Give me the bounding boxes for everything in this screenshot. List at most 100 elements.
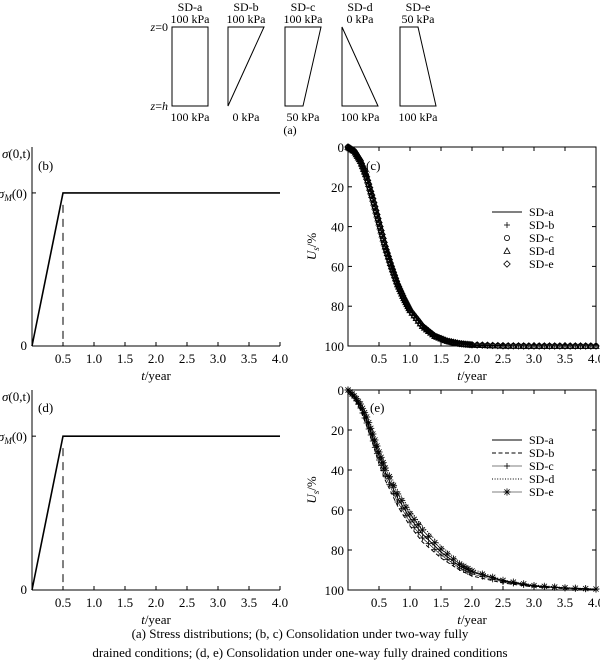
x-tick-label: 3.0 [210, 351, 226, 366]
legend-item-sd-b: SD-b [492, 446, 554, 460]
data-point [391, 274, 400, 283]
panel-tag: (e) [370, 400, 384, 415]
x-tick-label: 2.5 [179, 595, 195, 610]
data-point [389, 268, 398, 277]
data-point [381, 242, 389, 251]
y-axis-title: σ(0,t) [2, 146, 30, 161]
data-point [468, 341, 476, 349]
data-point [483, 341, 492, 350]
x-tick-label: 2.0 [148, 595, 164, 610]
data-point [414, 317, 423, 325]
legend-marker [504, 222, 510, 228]
shape-bottom-value: 100 kPa [399, 110, 439, 124]
data-point [382, 473, 389, 479]
x-tick-label: 3.5 [241, 595, 257, 610]
y-tick-label: 0 [338, 383, 345, 398]
data-point [383, 249, 392, 257]
data-point [494, 341, 502, 350]
data-point [392, 277, 401, 286]
y-tick-label: 80 [331, 543, 344, 558]
x-tick-label: 2.5 [495, 595, 511, 610]
data-point [390, 490, 397, 497]
x-tick-label: 0.5 [371, 351, 387, 366]
data-point [466, 340, 474, 349]
data-point [362, 173, 371, 181]
data-point [556, 342, 564, 350]
data-point [545, 342, 554, 350]
data-point [581, 342, 590, 350]
data-point [365, 184, 374, 192]
x-tick-label: 3.5 [557, 595, 573, 610]
x-axis-title: t/year [141, 368, 171, 383]
depth-bottom-label: z=h [150, 99, 168, 113]
data-point [351, 148, 359, 157]
x-axis-title: t/year [141, 612, 171, 627]
data-point [437, 545, 445, 553]
data-point [410, 515, 418, 523]
y-tick-label: 60 [331, 259, 344, 274]
plot-frame [347, 389, 597, 591]
legend-item-sd-c: SD-c [492, 459, 554, 473]
data-point [367, 424, 375, 432]
shape-bottom-value: 100 kPa [171, 110, 211, 124]
legend: SD-aSD-bSD-cSD-dSD-e [492, 205, 554, 271]
legend-label: SD-d [529, 472, 554, 486]
data-point [377, 453, 385, 461]
stress-shape-outline [227, 26, 265, 107]
data-point [587, 342, 595, 350]
data-point [377, 226, 385, 235]
shape-top-value: 100 kPa [227, 12, 267, 26]
data-point [370, 198, 378, 207]
x-tick-label: 1.0 [402, 351, 418, 366]
data-point [550, 342, 559, 350]
figure-caption-line-2: drained conditions; (d, e) Consolidation… [92, 645, 508, 660]
x-axis-title: t/year [457, 368, 487, 383]
panel-tag: (c) [366, 158, 380, 173]
shape-top-value: 50 kPa [402, 12, 436, 26]
y-tick-label: 20 [331, 423, 344, 438]
stress-shape-outline [341, 26, 379, 107]
stress-shape-outline [399, 26, 437, 107]
shape-top-value: 100 kPa [171, 12, 211, 26]
data-point [381, 464, 389, 472]
data-point [386, 259, 395, 267]
data-point [373, 442, 381, 450]
stress-history-line [31, 435, 280, 591]
series-sd-d [347, 389, 597, 590]
y-tick-label-sigma-m: σM(0) [0, 429, 27, 446]
x-tick-label: 1.5 [433, 595, 449, 610]
data-point [350, 147, 358, 155]
data-point [405, 304, 413, 312]
data-point [540, 342, 549, 350]
data-point [354, 153, 363, 162]
data-point [520, 580, 528, 588]
y-tick-label-zero: 0 [21, 338, 28, 353]
data-point [456, 560, 464, 568]
shape-bottom-value: 0 kPa [233, 110, 261, 124]
legend-label: SD-e [529, 257, 554, 271]
legend-marker [503, 234, 510, 241]
data-point [386, 481, 393, 488]
x-tick-label: 0.5 [371, 595, 387, 610]
legend-label: SD-a [529, 205, 554, 219]
legend-item-sd-e: SD-e [503, 257, 554, 271]
data-point [504, 342, 512, 350]
series-sd-a [347, 389, 597, 590]
data-point [566, 342, 574, 350]
data-point [439, 335, 447, 344]
data-point [561, 342, 569, 350]
shape-bottom-value: 50 kPa [287, 110, 321, 124]
data-point [530, 582, 538, 590]
data-point [384, 252, 393, 261]
shape-name: SD-a [178, 0, 203, 14]
x-tick-label: 1.5 [117, 351, 133, 366]
y-tick-label: 60 [331, 503, 344, 518]
series-sd-b [347, 389, 597, 590]
x-tick-label: 3.0 [526, 351, 542, 366]
data-point [352, 150, 361, 159]
data-point [408, 309, 416, 317]
data-point [357, 159, 366, 168]
data-point [359, 165, 368, 173]
